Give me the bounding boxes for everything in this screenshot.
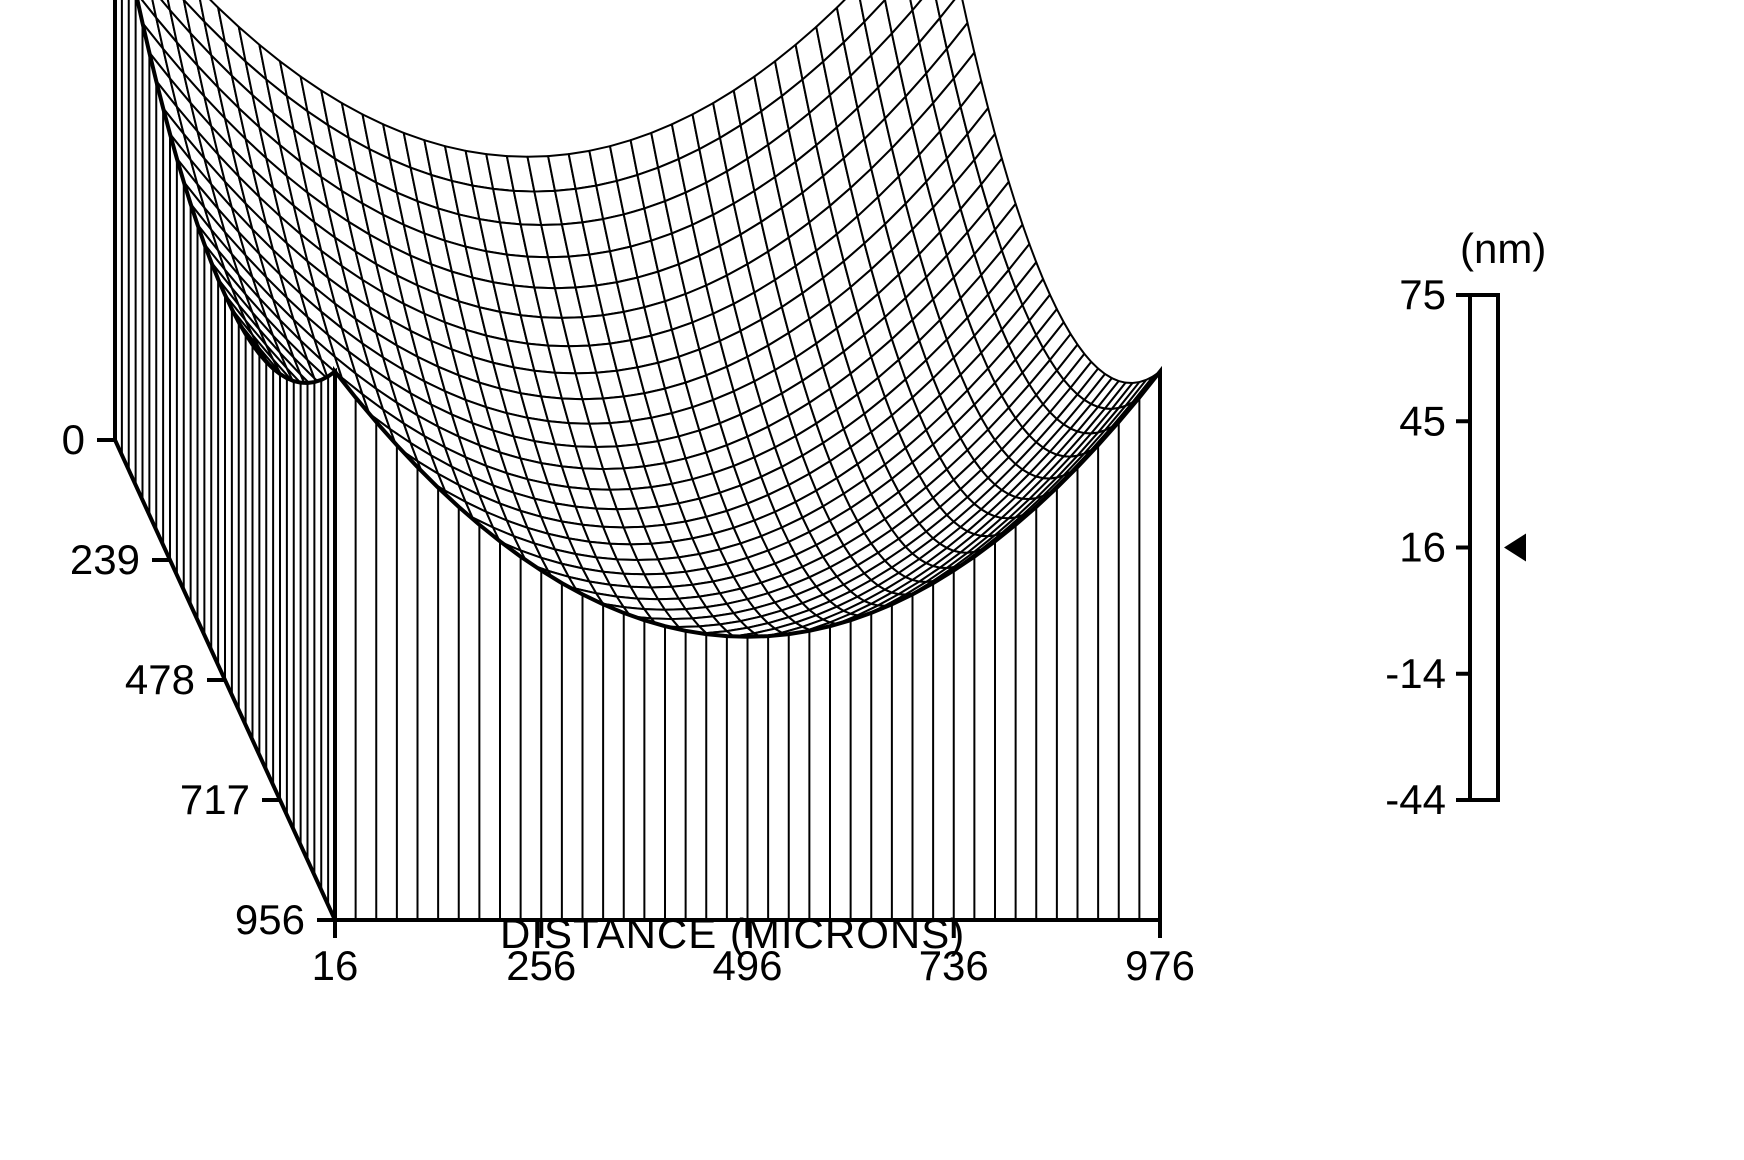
y-tick-label: 478 xyxy=(125,656,195,703)
z-tick-label: -44 xyxy=(1385,776,1446,823)
y-tick-label: 239 xyxy=(70,536,140,583)
figure-container: 162564967369760239478717956754516-14-44 … xyxy=(0,0,1744,1160)
z-tick-label: 16 xyxy=(1399,524,1446,571)
z-scale-bar: 75 45 16 -14 -44 xyxy=(1385,271,1526,823)
z-tick-label: 45 xyxy=(1399,397,1446,444)
z-tick-label: -14 xyxy=(1385,650,1446,697)
y-tick-label: 717 xyxy=(180,776,250,823)
z-tick-label: 75 xyxy=(1399,271,1446,318)
y-tick-label: 956 xyxy=(235,896,305,943)
x-tick-label: 16 xyxy=(312,942,359,989)
z-marker-icon xyxy=(1504,534,1526,562)
y-tick-label: 0 xyxy=(62,416,85,463)
x-axis-label: DISTANCE (MICRONS) xyxy=(500,910,965,958)
z-scale-unit: (nm) xyxy=(1460,225,1546,273)
surface-plot: 162564967369760239478717956754516-14-44 xyxy=(0,0,1744,1160)
x-tick-label: 976 xyxy=(1125,942,1195,989)
